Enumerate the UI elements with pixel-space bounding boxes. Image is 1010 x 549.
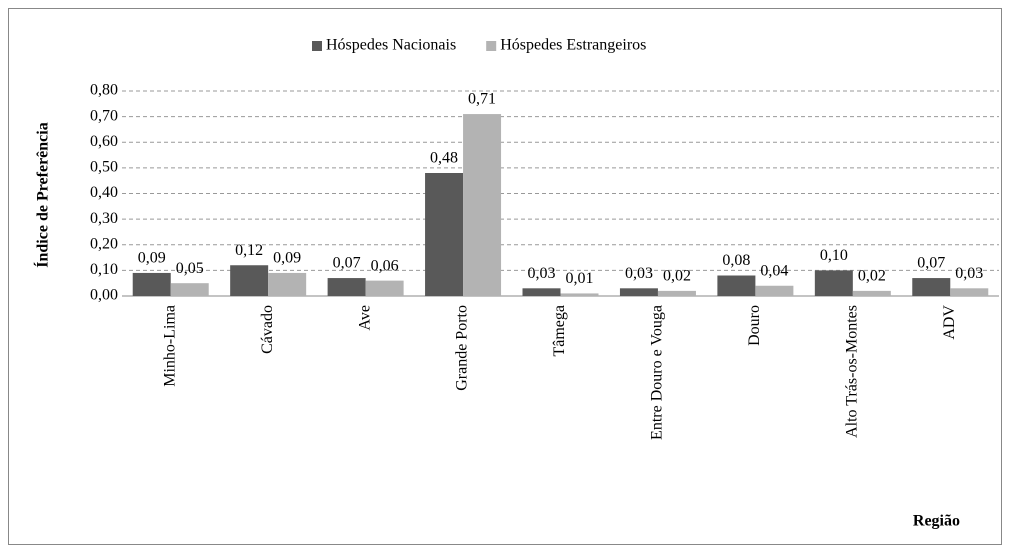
- x-tick-label: Tâmega: [551, 305, 568, 357]
- data-label: 0,04: [760, 262, 788, 279]
- data-label: 0,06: [371, 257, 399, 274]
- y-axis-title: Índice de Preferência: [33, 122, 52, 267]
- bar: [268, 272, 307, 296]
- data-label: 0,71: [468, 91, 496, 108]
- y-tick-label: 0,20: [90, 235, 118, 252]
- data-label: 0,01: [566, 270, 594, 287]
- legend-label: Hóspedes Nacionais: [326, 37, 456, 54]
- bar: [522, 288, 561, 296]
- bar: [132, 272, 171, 296]
- data-label: 0,03: [528, 265, 556, 282]
- bar: [619, 288, 658, 296]
- bar: [657, 290, 696, 296]
- bar: [463, 114, 502, 296]
- y-tick-label: 0,40: [90, 184, 118, 201]
- x-axis-title: Região: [913, 513, 960, 530]
- bar: [814, 270, 853, 296]
- bar: [950, 288, 989, 296]
- x-tick-label: Alto Trás-os-Montes: [844, 305, 861, 438]
- y-tick-label: 0,00: [90, 287, 118, 304]
- y-tick-label: 0,30: [90, 210, 118, 227]
- y-tick-label: 0,60: [90, 133, 118, 150]
- x-tick-label: Ave: [356, 305, 373, 330]
- data-label: 0,05: [176, 260, 204, 277]
- x-tick-label: Entre Douro e Vouga: [649, 305, 666, 440]
- bar: [852, 290, 891, 296]
- bar: [230, 265, 269, 296]
- data-label: 0,02: [858, 268, 886, 285]
- data-label: 0,09: [273, 250, 301, 267]
- data-label: 0,03: [955, 265, 983, 282]
- data-label: 0,02: [663, 268, 691, 285]
- bar: [327, 278, 366, 296]
- y-tick-label: 0,80: [90, 82, 118, 99]
- x-tick-label: Cávado: [259, 305, 276, 354]
- bar: [365, 280, 404, 296]
- legend-swatch: [486, 41, 497, 51]
- x-tick-label: Grande Porto: [454, 305, 471, 391]
- legend-swatch: [312, 41, 322, 51]
- bar: [560, 293, 599, 296]
- data-label: 0,12: [235, 242, 263, 259]
- y-tick-label: 0,50: [90, 159, 118, 176]
- data-label: 0,48: [430, 150, 458, 167]
- x-tick-label: ADV: [941, 305, 958, 340]
- bar: [912, 278, 951, 296]
- x-tick-label: Douro: [746, 305, 763, 346]
- data-label: 0,07: [917, 255, 945, 272]
- x-tick-label: Minho-Lima: [161, 305, 178, 387]
- y-tick-label: 0,10: [90, 261, 118, 278]
- y-tick-label: 0,70: [90, 107, 118, 124]
- legend-label: Hóspedes Estrangeiros: [500, 37, 646, 54]
- data-label: 0,03: [625, 265, 653, 282]
- data-label: 0,09: [138, 250, 166, 267]
- bar: [170, 283, 209, 296]
- bar: [755, 285, 794, 296]
- data-label: 0,10: [820, 247, 848, 264]
- data-label: 0,08: [722, 252, 750, 269]
- bar: [717, 275, 756, 296]
- bar: [425, 173, 464, 296]
- data-label: 0,07: [333, 255, 361, 272]
